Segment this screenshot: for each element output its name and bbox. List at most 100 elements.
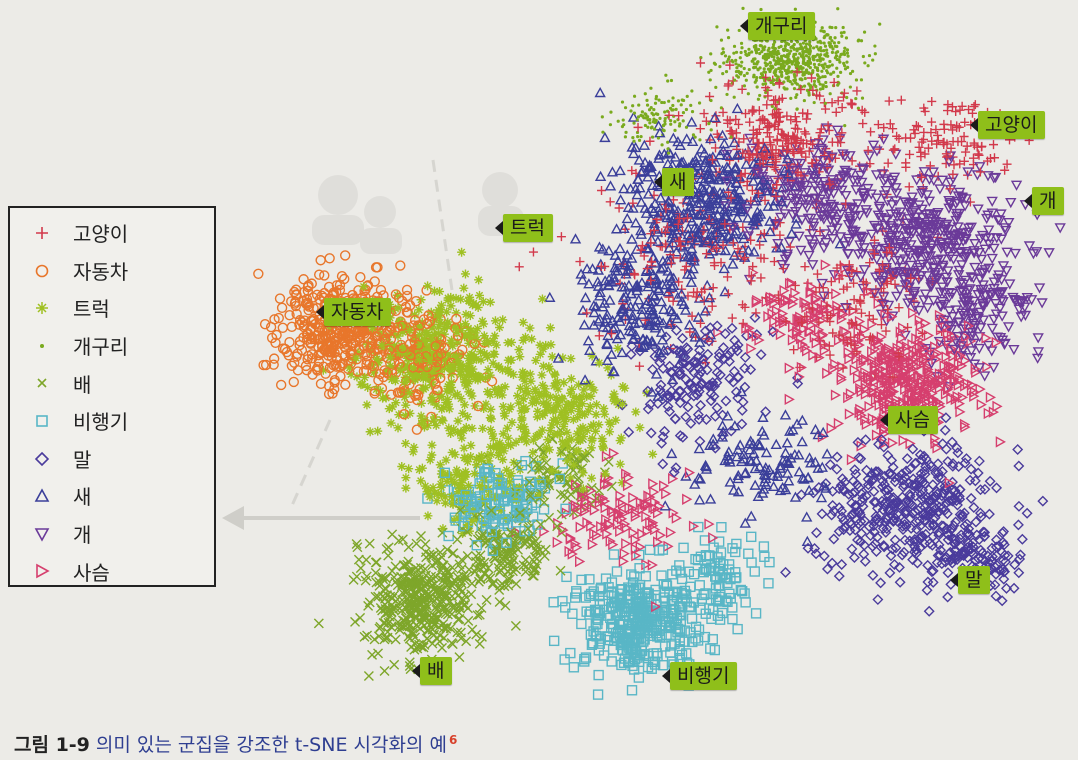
- point-triangle-up: [707, 433, 719, 444]
- point-triangle-up: [731, 451, 743, 462]
- point-triangle-down: [795, 245, 807, 257]
- point-dot: [654, 118, 658, 123]
- point-triangle-up: [627, 111, 640, 122]
- point-triangle-down: [819, 229, 831, 240]
- point-asterisk: [461, 309, 471, 319]
- point-diamond: [677, 332, 688, 344]
- point-x: [411, 538, 422, 549]
- point-diamond: [826, 557, 838, 569]
- point-triangle-up: [610, 223, 623, 234]
- point-square: [593, 669, 604, 681]
- point-dot: [818, 55, 822, 59]
- point-square: [671, 565, 682, 576]
- point-dot: [833, 36, 837, 40]
- point-dot: [779, 44, 783, 48]
- point-dot: [808, 52, 812, 56]
- point-triangle-up: [649, 257, 662, 268]
- point-dot: [650, 125, 654, 129]
- point-triangle-up: [712, 209, 724, 220]
- point-triangle-down: [890, 183, 902, 194]
- point-diamond: [938, 520, 950, 532]
- point-triangle-down: [836, 185, 848, 196]
- point-triangle-up: [713, 171, 725, 182]
- point-dot: [653, 101, 658, 105]
- point-dot: [859, 78, 864, 82]
- point-triangle-up: [815, 492, 828, 503]
- point-asterisk: [567, 384, 577, 394]
- point-asterisk: [484, 338, 494, 348]
- point-asterisk: [609, 396, 619, 406]
- point-triangle-down: [972, 290, 984, 301]
- point-triangle-down: [863, 151, 876, 162]
- point-asterisk: [522, 383, 532, 393]
- point-square: [576, 618, 587, 630]
- point-dot: [666, 79, 670, 83]
- point-triangle-down: [808, 221, 820, 232]
- point-diamond: [1008, 582, 1020, 594]
- point-triangle-right: [589, 504, 600, 516]
- point-diamond: [836, 473, 848, 485]
- point-triangle-up: [616, 306, 629, 317]
- point-asterisk: [463, 412, 473, 422]
- point-plus: [788, 147, 798, 157]
- point-triangle-right: [837, 361, 848, 373]
- point-dot: [820, 26, 824, 30]
- point-triangle-down: [875, 212, 887, 224]
- point-triangle-down: [1002, 322, 1015, 333]
- point-asterisk: [520, 387, 530, 397]
- point-asterisk: [557, 437, 567, 447]
- point-triangle-up: [798, 473, 810, 484]
- point-diamond: [694, 344, 706, 356]
- point-square: [595, 584, 606, 595]
- point-triangle-up: [779, 409, 792, 420]
- point-triangle-up: [575, 268, 587, 279]
- point-triangle-up: [716, 129, 729, 140]
- point-dot: [681, 98, 686, 103]
- point-diamond: [1012, 519, 1024, 531]
- point-circle: [253, 268, 264, 279]
- point-diamond: [836, 511, 848, 523]
- point-dot: [621, 118, 625, 122]
- point-asterisk: [401, 411, 411, 421]
- point-triangle-up: [569, 233, 582, 244]
- point-diamond: [847, 487, 859, 499]
- point-asterisk: [436, 482, 446, 492]
- point-triangle-up: [784, 425, 796, 436]
- point-asterisk: [419, 384, 429, 394]
- point-triangle-right: [645, 517, 656, 529]
- point-triangle-right: [871, 429, 883, 441]
- point-triangle-right: [849, 364, 860, 376]
- point-diamond: [905, 522, 917, 534]
- point-triangle-down: [947, 254, 960, 265]
- point-dot: [818, 82, 822, 86]
- point-asterisk: [388, 305, 398, 315]
- point-asterisk: [446, 301, 456, 311]
- point-dot: [848, 85, 852, 89]
- point-triangle-up: [577, 304, 589, 315]
- point-triangle-down: [1036, 298, 1048, 309]
- point-diamond: [859, 555, 871, 567]
- point-square: [699, 535, 711, 546]
- point-triangle-down: [851, 175, 863, 186]
- point-asterisk: [440, 355, 450, 365]
- point-plus: [873, 120, 883, 130]
- point-triangle-right: [635, 496, 647, 509]
- point-triangle-up: [662, 286, 674, 297]
- point-asterisk: [404, 464, 414, 474]
- point-dot: [768, 69, 772, 74]
- point-square: [611, 566, 623, 577]
- point-dot: [789, 39, 794, 44]
- point-diamond: [709, 410, 721, 422]
- point-asterisk: [467, 423, 477, 433]
- point-triangle-right: [860, 414, 871, 426]
- point-diamond: [664, 405, 676, 417]
- point-triangle-right: [906, 362, 917, 375]
- point-triangle-right: [682, 493, 693, 505]
- point-square: [532, 519, 543, 530]
- point-triangle-up: [620, 310, 632, 321]
- point-dot: [873, 44, 877, 48]
- point-dot: [762, 67, 766, 71]
- point-asterisk: [414, 305, 424, 315]
- point-plus: [600, 261, 610, 271]
- point-diamond: [930, 467, 942, 479]
